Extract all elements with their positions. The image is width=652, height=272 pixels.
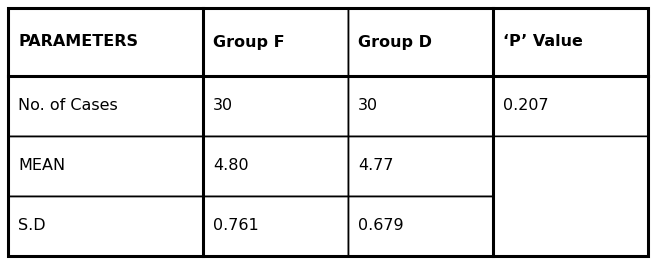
Text: 0.761: 0.761 <box>213 218 259 233</box>
Text: 0.207: 0.207 <box>503 98 548 113</box>
Text: PARAMETERS: PARAMETERS <box>18 35 138 50</box>
Bar <box>203 76 348 136</box>
Bar <box>8 8 203 76</box>
Bar <box>493 76 648 136</box>
Bar <box>493 196 648 256</box>
Bar <box>348 196 493 256</box>
Bar <box>493 8 648 76</box>
Text: 4.80: 4.80 <box>213 159 248 174</box>
Text: 4.77: 4.77 <box>358 159 394 174</box>
Bar <box>8 76 203 136</box>
Text: S.D: S.D <box>18 218 46 233</box>
Text: Group F: Group F <box>213 35 285 50</box>
Bar <box>203 196 348 256</box>
Bar <box>493 136 648 196</box>
Text: 30: 30 <box>213 98 233 113</box>
Bar <box>8 196 203 256</box>
Bar <box>348 76 493 136</box>
Text: Group D: Group D <box>358 35 432 50</box>
Bar <box>8 136 203 196</box>
Bar <box>203 8 348 76</box>
Text: 30: 30 <box>358 98 378 113</box>
Text: No. of Cases: No. of Cases <box>18 98 118 113</box>
Text: 0.679: 0.679 <box>358 218 404 233</box>
Bar <box>348 8 493 76</box>
Text: MEAN: MEAN <box>18 159 65 174</box>
Bar <box>203 136 348 196</box>
Bar <box>493 136 648 256</box>
Bar <box>348 136 493 196</box>
Text: ‘P’ Value: ‘P’ Value <box>503 35 583 50</box>
